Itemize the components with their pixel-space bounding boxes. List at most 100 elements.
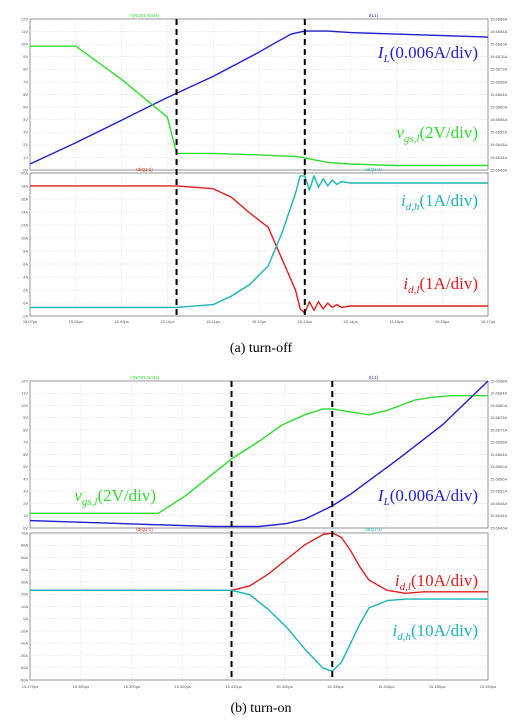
top-right-tick-label: 15.6672A: [490, 67, 507, 72]
x-tick-label: 15.370µs: [22, 684, 39, 689]
top-left-tick-label: 7V: [23, 79, 28, 84]
x-tick-label: 15.430µs: [327, 684, 344, 689]
bottom-left-tick-label: 16A: [21, 196, 28, 201]
series-label-scale: (10A/div): [411, 621, 478, 640]
x-tick-label: 15.07µs: [23, 319, 37, 324]
x-tick-label: 15.450µs: [429, 684, 446, 689]
top-right-tick-label: 15.6668A: [490, 79, 507, 84]
series-label-scale: (1A/div): [419, 191, 478, 210]
series-label-scale: (2V/div): [97, 486, 156, 505]
x-tick-label: 15.09µs: [114, 319, 128, 324]
series-line-vgs: [30, 395, 488, 514]
top-left-tick-label: 8V: [23, 427, 28, 432]
top-left-tick-label: 9V: [23, 415, 28, 420]
top-left-tick-label: 12V: [21, 378, 28, 383]
bottom-header-left: Id(Q1:1): [136, 527, 153, 532]
caption-turn-off: (a) turn-off: [230, 341, 293, 356]
series-label-idh: id,h(1A/div): [401, 191, 478, 213]
top-right-tick-label: 15.6688A: [490, 16, 507, 21]
top-right-tick-label: 15.6640A: [490, 167, 507, 172]
bottom-left-tick-label: 20A: [21, 170, 28, 175]
top-left-tick-label: 11V: [21, 29, 28, 34]
series-label-scale: (10A/div): [411, 571, 478, 590]
series-line-vgs: [30, 45, 488, 167]
bottom-header-left: Id(Q1:1): [136, 167, 153, 172]
series-label-il: IL(0.006A/div): [377, 43, 478, 65]
series-label-subscript: L: [383, 496, 390, 508]
top-right-tick-label: 15.6652A: [490, 130, 507, 135]
top-right-tick-label: 15.6656A: [490, 117, 507, 122]
bottom-left-tick-label: 50A: [21, 555, 28, 560]
series-label-subscript: gs,l: [404, 133, 420, 145]
bottom-left-tick-label: 4A: [23, 274, 28, 279]
x-tick-label: 15.410µs: [225, 684, 242, 689]
top-left-tick-label: 3V: [23, 130, 28, 135]
top-left-tick-label: 2V: [23, 501, 28, 506]
series-label-idl: id,l(10A/div): [395, 571, 478, 593]
bottom-left-tick-label: 18A: [21, 183, 28, 188]
x-tick-label: 15.420µs: [276, 684, 293, 689]
bottom-left-tick-label: 20A: [21, 592, 28, 597]
series-label-scale: (0.006A/div): [390, 43, 478, 62]
x-tick-label: 15.460µs: [480, 684, 497, 689]
x-tick-label: 15.13µs: [298, 319, 312, 324]
series-label-symbol: i: [401, 191, 406, 210]
bottom-left-tick-label: 14A: [21, 209, 28, 214]
bottom-left-tick-label: -20A: [20, 641, 29, 646]
top-left-tick-label: 3V: [23, 489, 28, 494]
top-left-tick-label: 1V: [23, 513, 28, 518]
top-right-tick-label: 15.6672A: [490, 427, 507, 432]
top-right-tick-label: 15.6664A: [490, 92, 507, 97]
top-left-tick-label: 10V: [21, 403, 28, 408]
series-label-symbol: i: [403, 274, 408, 293]
series-label-subscript: d,h: [397, 631, 411, 643]
x-tick-label: 15.15µs: [389, 319, 403, 324]
top-right-tick-label: 15.6644A: [490, 155, 507, 160]
top-left-tick-label: 11V: [21, 391, 28, 396]
top-right-tick-label: 15.6688A: [490, 378, 507, 383]
bottom-left-tick-label: 10A: [21, 235, 28, 240]
top-left-tick-label: 5V: [23, 464, 28, 469]
turn-off-figure: 12V 11V 10V 9V 8V 7V 6V 5V 4V 3V 2V 1V 0V 15.6688A 15.…: [21, 13, 508, 324]
x-tick-label: 15.08µs: [69, 319, 83, 324]
series-label-symbol: I: [377, 43, 385, 62]
top-right-tick-label: 15.6660A: [490, 104, 507, 109]
top-right-tick-label: 15.6660A: [490, 464, 507, 469]
bottom-left-tick-label: 2A: [23, 287, 28, 292]
bottom-left-tick-label: 10A: [21, 604, 28, 609]
bottom-panel-frame: [29, 172, 489, 317]
series-line-il: [29, 30, 489, 165]
top-left-tick-label: 0V: [23, 167, 28, 172]
series-label-subscript: gs,l: [82, 496, 98, 508]
top-right-tick-label: 15.6652A: [490, 489, 507, 494]
series-line-il: [29, 380, 489, 528]
x-tick-label: 15.11µs: [206, 319, 220, 324]
top-right-tick-label: 15.6640A: [490, 525, 507, 530]
x-tick-label: 15.17µs: [481, 319, 495, 324]
x-tick-label: 15.400µs: [174, 684, 191, 689]
bottom-left-tick-label: -50A: [20, 677, 29, 682]
series-label-subscript: d,l: [408, 284, 419, 296]
top-right-tick-label: 15.6664A: [490, 452, 507, 457]
top-left-tick-label: 7V: [23, 440, 28, 445]
bottom-left-tick-label: 60A: [21, 543, 28, 548]
x-tick-label: 15.440µs: [378, 684, 395, 689]
series-label-vgs: vgs,l(2V/div): [396, 123, 478, 145]
x-tick-label: 15.16µs: [435, 319, 449, 324]
top-left-tick-label: 6V: [23, 452, 28, 457]
top-header-left: V(NO01,N045): [130, 375, 160, 380]
top-header-right: I(L1): [369, 375, 379, 380]
bottom-left-tick-label: 6A: [23, 261, 28, 266]
series-label-symbol: I: [377, 486, 385, 505]
x-tick-label: 15.14µs: [343, 319, 357, 324]
series-label-scale: (2V/div): [419, 123, 478, 142]
top-left-tick-label: 2V: [23, 142, 28, 147]
top-left-tick-label: 10V: [21, 42, 28, 47]
bottom-left-tick-label: 40A: [21, 567, 28, 572]
top-left-tick-label: 8V: [23, 67, 28, 72]
top-left-tick-label: 6V: [23, 92, 28, 97]
caption-turn-on: (b) turn-on: [230, 701, 291, 716]
series-label-symbol: v: [74, 486, 82, 505]
top-left-tick-label: 4V: [23, 117, 28, 122]
